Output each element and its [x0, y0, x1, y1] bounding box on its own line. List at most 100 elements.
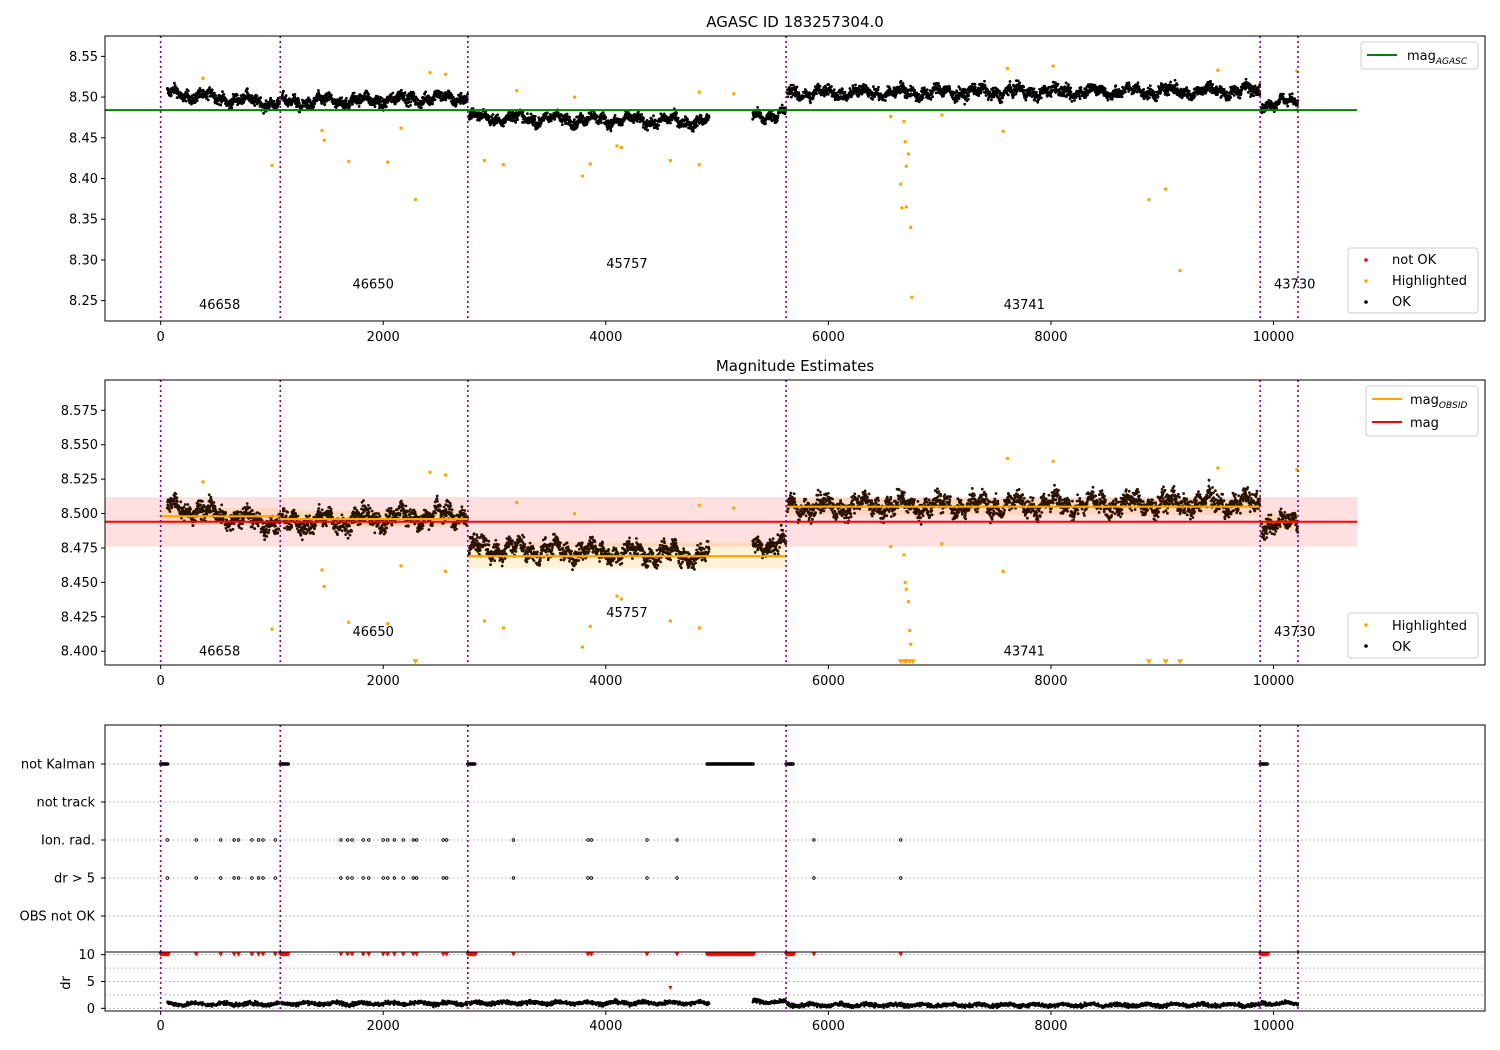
ok-point	[692, 129, 695, 133]
ok-point	[656, 127, 660, 130]
ok-point	[1123, 90, 1127, 94]
ok-point	[632, 121, 636, 124]
ok-point	[1244, 77, 1248, 81]
ok-point	[199, 503, 203, 507]
ok-point	[1175, 83, 1179, 87]
ok-point	[1067, 83, 1070, 87]
ok-point	[973, 82, 977, 86]
ok-point	[256, 524, 260, 528]
ok-point	[459, 102, 462, 105]
ok-point	[841, 88, 844, 91]
ok-point	[600, 121, 603, 125]
ok-point	[675, 111, 678, 115]
ok-point	[400, 88, 403, 92]
ok-point	[695, 124, 699, 128]
y-tick-label: 8.55	[69, 50, 98, 65]
ok-point	[642, 117, 646, 120]
ok-point	[887, 93, 891, 97]
ok-point	[958, 88, 962, 91]
ok-point	[224, 512, 228, 515]
ok-point	[340, 96, 344, 100]
ok-point	[444, 98, 448, 102]
ok-point	[347, 106, 351, 110]
ok-point	[877, 85, 880, 89]
ok-point	[938, 84, 941, 88]
ok-point	[213, 505, 217, 509]
highlighted-point	[1005, 66, 1010, 71]
ok-point	[1106, 98, 1110, 102]
ok-point	[214, 94, 218, 97]
ok-point	[533, 118, 537, 122]
ok-point	[876, 88, 880, 92]
ok-point	[937, 82, 940, 86]
ok-point	[983, 83, 987, 87]
ok-point	[464, 100, 468, 104]
highlighted-point	[385, 160, 390, 164]
ok-point	[184, 99, 188, 103]
ok-point	[465, 98, 469, 101]
ok-point	[195, 99, 199, 102]
ok-point	[545, 111, 549, 115]
ok-point	[345, 97, 348, 100]
ok-point	[344, 99, 348, 103]
ok-point	[217, 102, 220, 106]
obsid-label: 45757	[606, 257, 647, 272]
ok-point	[789, 83, 793, 87]
ok-point	[216, 510, 220, 514]
ok-point	[198, 87, 202, 90]
highlighted-point	[906, 152, 911, 156]
ok-point	[267, 528, 271, 532]
obsid-label: 43730	[1274, 277, 1315, 292]
ok-point	[409, 104, 412, 107]
ok-point	[245, 502, 249, 505]
ok-point	[260, 102, 264, 105]
ok-point	[1000, 100, 1004, 104]
ok-point	[1185, 86, 1189, 89]
ok-point	[1278, 100, 1282, 104]
x-tick-label: 6000	[812, 330, 845, 345]
ok-point	[586, 120, 590, 123]
highlighted-point	[902, 119, 906, 124]
ok-point	[1239, 92, 1243, 95]
ok-point	[1159, 91, 1163, 94]
ok-point	[963, 102, 967, 106]
ok-point	[189, 507, 193, 511]
ok-point	[352, 91, 356, 95]
ok-point	[230, 106, 234, 110]
ok-point	[433, 98, 437, 101]
ok-point	[259, 530, 263, 534]
highlighted-point	[413, 197, 418, 202]
ok-point	[351, 99, 355, 103]
ok-point	[317, 89, 320, 92]
ok-point	[1103, 87, 1107, 90]
ok-point	[561, 123, 564, 126]
ok-point	[1069, 86, 1073, 90]
ok-point	[1033, 98, 1036, 102]
ok-point	[222, 93, 226, 96]
ok-point	[409, 100, 413, 104]
ok-point	[795, 85, 799, 89]
ok-point	[1039, 96, 1043, 100]
ok-point	[173, 81, 176, 85]
ok-point	[934, 91, 938, 95]
ok-point	[264, 527, 268, 531]
ok-point	[533, 114, 537, 118]
ok-point	[984, 94, 988, 97]
ok-point	[327, 98, 331, 102]
ok-point	[1136, 81, 1140, 85]
ok-point	[1288, 93, 1292, 96]
agasc-magnitude-panel: AGASC ID 183257304.0 4665846650457574374…	[69, 13, 1486, 345]
ok-point	[604, 116, 608, 119]
ok-point	[267, 531, 270, 534]
ok-point	[931, 95, 934, 99]
ok-point	[220, 503, 224, 507]
ok-point	[955, 99, 959, 103]
highlighted-point	[940, 113, 944, 117]
ok-point	[466, 92, 469, 96]
ok-point	[1211, 83, 1215, 86]
ok-point	[351, 102, 354, 106]
ok-point	[1135, 90, 1139, 94]
ok-point	[191, 524, 195, 527]
legend-marker-highlighted	[1364, 279, 1368, 283]
ok-point	[756, 106, 759, 109]
